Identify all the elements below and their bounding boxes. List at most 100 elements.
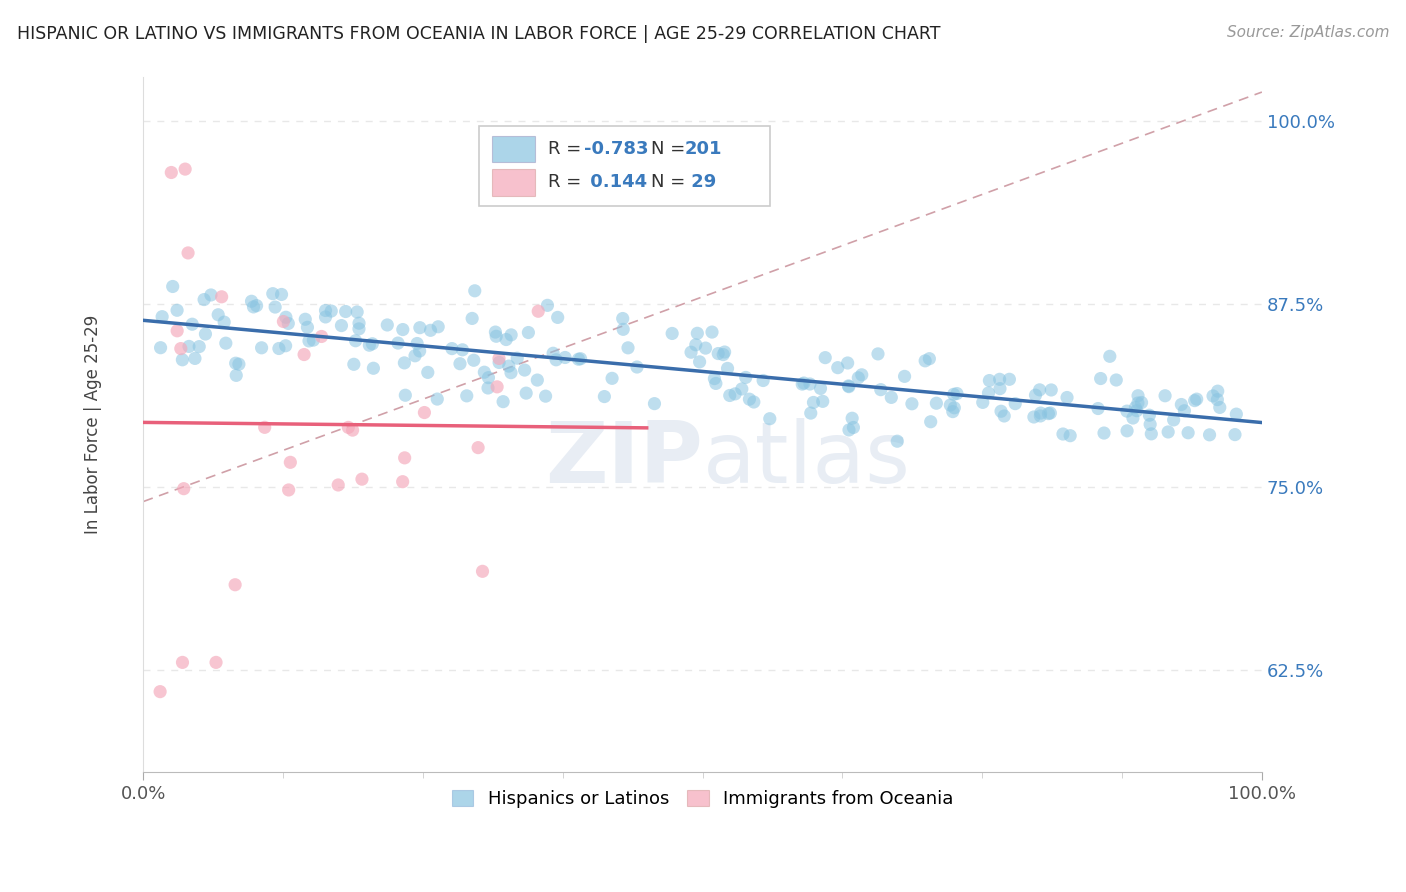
Point: [713, 345, 735, 359]
Point: [1116, 404, 1139, 418]
Point: [347, 316, 370, 330]
Point: [724, 387, 747, 401]
Point: [194, 326, 217, 341]
Point: [451, 343, 474, 357]
Text: HISPANIC OR LATINO VS IMMIGRANTS FROM OCEANIA IN LABOR FORCE | AGE 25-29 CORRELA: HISPANIC OR LATINO VS IMMIGRANTS FROM OC…: [17, 25, 941, 43]
Point: [174, 162, 197, 177]
Point: [463, 353, 485, 368]
Point: [413, 405, 436, 419]
Point: [846, 371, 869, 385]
Point: [486, 380, 509, 394]
Point: [1092, 425, 1115, 440]
Point: [612, 311, 634, 326]
Point: [1087, 401, 1109, 416]
Text: Source: ZipAtlas.com: Source: ZipAtlas.com: [1226, 25, 1389, 40]
Point: [363, 361, 385, 376]
Point: [501, 327, 523, 342]
Point: [1024, 388, 1046, 402]
Point: [914, 354, 936, 368]
Point: [939, 398, 962, 412]
Text: ZIP: ZIP: [546, 418, 703, 501]
Point: [689, 355, 711, 369]
Point: [394, 388, 416, 402]
Point: [350, 472, 373, 486]
Point: [811, 394, 834, 409]
Point: [394, 356, 416, 370]
Point: [1029, 409, 1052, 423]
Point: [534, 389, 557, 403]
Point: [328, 478, 350, 492]
Point: [1170, 397, 1192, 411]
Point: [814, 351, 837, 365]
Point: [253, 420, 276, 434]
Point: [734, 370, 756, 384]
Point: [1140, 426, 1163, 441]
Point: [394, 450, 416, 465]
Point: [391, 322, 413, 336]
Point: [193, 293, 215, 307]
Point: [800, 406, 823, 420]
Point: [742, 395, 765, 409]
Point: [416, 365, 439, 379]
Point: [1029, 406, 1052, 420]
Point: [567, 352, 589, 367]
Point: [277, 483, 299, 497]
Point: [240, 294, 263, 309]
Point: [298, 334, 321, 348]
Point: [337, 420, 360, 434]
Point: [1028, 383, 1050, 397]
Text: R =: R =: [548, 140, 588, 158]
Point: [1116, 424, 1139, 438]
Point: [280, 455, 302, 469]
Point: [440, 342, 463, 356]
Point: [810, 381, 832, 395]
Point: [1139, 417, 1161, 432]
Point: [170, 342, 193, 356]
Point: [866, 347, 889, 361]
Point: [166, 303, 188, 318]
Point: [661, 326, 683, 341]
Point: [993, 409, 1015, 423]
Point: [477, 381, 499, 395]
Text: N =: N =: [651, 140, 692, 158]
Point: [1126, 389, 1149, 403]
Point: [277, 317, 299, 331]
Point: [554, 351, 576, 365]
Point: [273, 314, 295, 328]
Point: [1184, 393, 1206, 408]
Text: 29: 29: [685, 173, 716, 191]
Point: [972, 395, 994, 409]
Point: [681, 345, 703, 359]
Point: [513, 363, 536, 377]
Point: [408, 343, 430, 358]
Point: [471, 564, 494, 578]
Point: [488, 355, 510, 369]
Point: [315, 310, 337, 324]
Point: [880, 391, 903, 405]
Point: [792, 377, 814, 392]
Point: [703, 371, 725, 385]
Point: [426, 392, 449, 406]
Point: [404, 349, 426, 363]
Point: [977, 386, 1000, 401]
Point: [427, 319, 450, 334]
Point: [886, 434, 908, 449]
Point: [1004, 396, 1026, 410]
Point: [851, 368, 873, 382]
Point: [391, 475, 413, 489]
Point: [1098, 349, 1121, 363]
Point: [1206, 392, 1229, 407]
Point: [1202, 389, 1225, 403]
Point: [228, 357, 250, 371]
Point: [612, 322, 634, 336]
Point: [212, 315, 235, 329]
Point: [359, 338, 381, 352]
Point: [1198, 427, 1220, 442]
Point: [274, 310, 297, 325]
Point: [297, 320, 319, 334]
Point: [536, 298, 558, 312]
Point: [166, 324, 188, 338]
Point: [215, 336, 238, 351]
Text: R =: R =: [548, 173, 588, 191]
Point: [485, 329, 508, 343]
